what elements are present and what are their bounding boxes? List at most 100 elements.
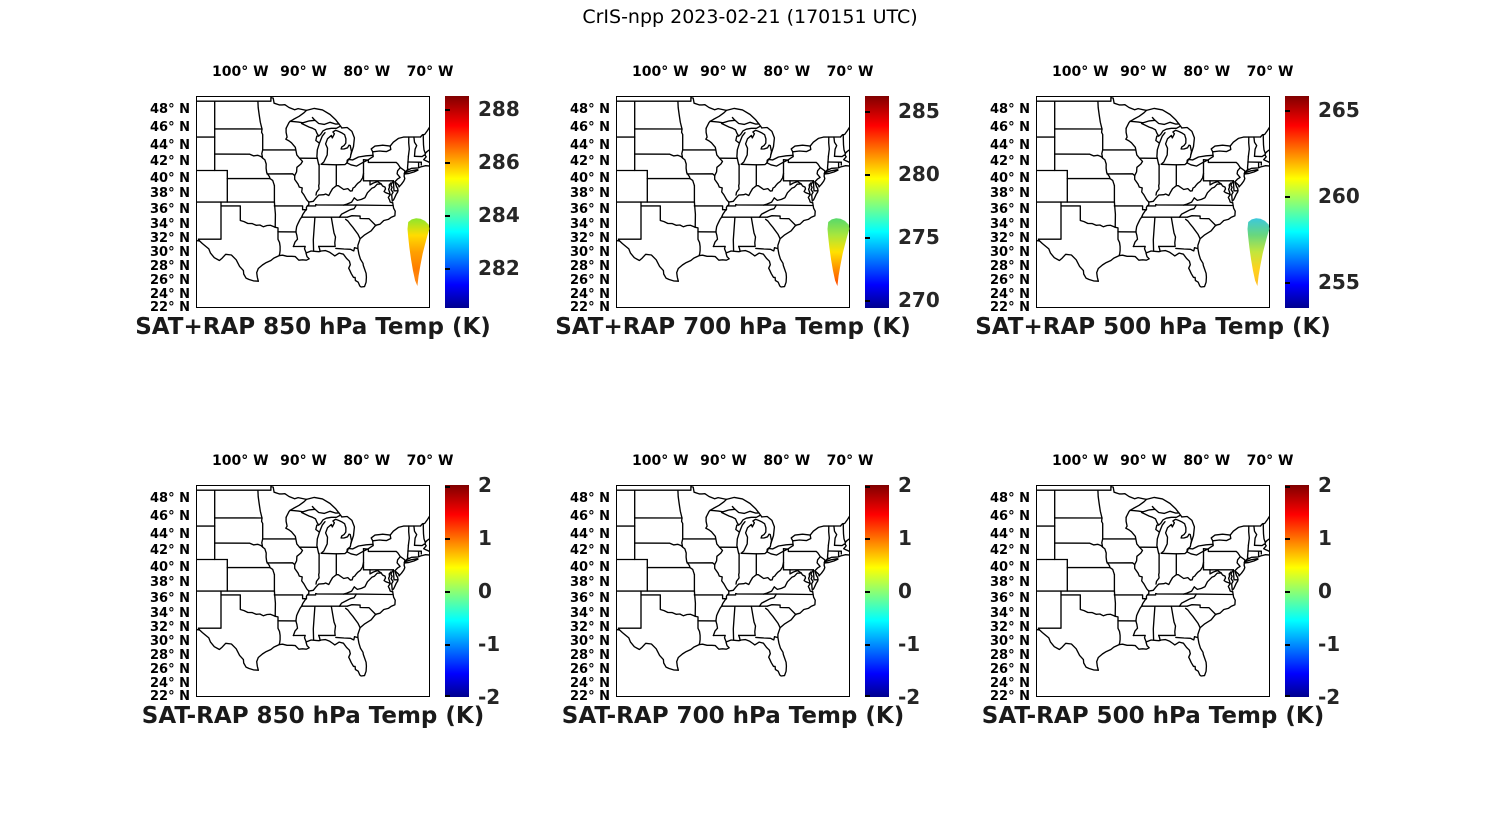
panel-title: SAT-RAP 850 hPa Temp (K) bbox=[141, 703, 485, 729]
colorbar-tick bbox=[1285, 195, 1290, 198]
lat-tick-label: 40° N bbox=[150, 559, 190, 575]
colorbar-tick bbox=[445, 695, 450, 697]
lat-tick-label: 48° N bbox=[990, 102, 1030, 118]
lat-tick-label: 26° N bbox=[570, 273, 610, 289]
lat-tick-label: 48° N bbox=[150, 102, 190, 118]
colorbar-tick-label: 0 bbox=[478, 579, 492, 603]
lat-tick-label: 30° N bbox=[150, 245, 190, 261]
lat-tick-label: 26° N bbox=[990, 273, 1030, 289]
lat-tick-label: 42° N bbox=[150, 154, 190, 170]
figure-title: CrIS-npp 2023-02-21 (170151 UTC) bbox=[582, 6, 918, 28]
lon-tick-label: 90° W bbox=[1120, 453, 1167, 469]
lon-tick-label: 100° W bbox=[631, 453, 689, 469]
lat-tick-label: 32° N bbox=[570, 620, 610, 636]
colorbar-tick bbox=[445, 109, 450, 112]
lat-tick-label: 38° N bbox=[570, 186, 610, 202]
lon-tick-label: 70° W bbox=[826, 453, 874, 469]
lat-tick-label: 46° N bbox=[990, 120, 1030, 136]
colorbar-tick-label: 285 bbox=[898, 99, 940, 124]
lat-tick-label: 22° N bbox=[150, 689, 190, 704]
lat-tick-label: 36° N bbox=[150, 201, 190, 217]
colorbar-tick-label: 0 bbox=[1318, 579, 1332, 603]
lat-tick-label: 42° N bbox=[570, 154, 610, 170]
lat-tick-label: 40° N bbox=[990, 170, 1030, 186]
lat-tick-label: 24° N bbox=[990, 286, 1030, 302]
us-map bbox=[1036, 96, 1270, 308]
lat-tick-label: 30° N bbox=[570, 634, 610, 650]
lat-tick-label: 48° N bbox=[570, 102, 610, 118]
lat-tick-label: 42° N bbox=[990, 543, 1030, 559]
lon-tick-label: 70° W bbox=[1246, 453, 1294, 469]
panel-title: SAT-RAP 700 hPa Temp (K) bbox=[561, 703, 905, 729]
lon-tick-label: 70° W bbox=[406, 453, 454, 469]
panel-title: SAT-RAP 500 hPa Temp (K) bbox=[981, 703, 1325, 729]
lat-tick-label: 46° N bbox=[570, 120, 610, 136]
lon-tick-label: 100° W bbox=[1051, 453, 1109, 469]
colorbar-tick-label: 2 bbox=[478, 473, 492, 497]
colorbar-tick bbox=[445, 268, 450, 271]
colorbar-tick bbox=[1285, 109, 1290, 112]
colorbar-tick bbox=[1285, 282, 1290, 285]
colorbar-tick-label: 282 bbox=[478, 256, 520, 281]
lat-tick-label: 30° N bbox=[150, 634, 190, 650]
lat-tick-label: 24° N bbox=[570, 286, 610, 302]
lat-tick-label: 26° N bbox=[150, 662, 190, 678]
lat-tick-label: 36° N bbox=[570, 590, 610, 606]
lat-tick-label: 44° N bbox=[990, 526, 1030, 542]
lat-tick-label: 40° N bbox=[570, 170, 610, 186]
colorbar-tick-label: 275 bbox=[898, 225, 940, 250]
lat-tick-label: 40° N bbox=[990, 559, 1030, 575]
lon-tick-label: 90° W bbox=[1120, 64, 1167, 80]
lat-tick-label: 46° N bbox=[570, 509, 610, 525]
us-map bbox=[616, 485, 850, 697]
colorbar-tick-label: 288 bbox=[478, 97, 520, 122]
lon-tick-label: 70° W bbox=[1246, 64, 1294, 80]
lat-tick-label: 22° N bbox=[150, 300, 190, 315]
colorbar-tick bbox=[865, 538, 870, 540]
colorbar-tick bbox=[865, 644, 870, 646]
lat-tick-label: 40° N bbox=[570, 559, 610, 575]
lat-tick-label: 28° N bbox=[990, 259, 1030, 275]
lat-tick-label: 28° N bbox=[150, 648, 190, 664]
lat-tick-label: 42° N bbox=[150, 543, 190, 559]
colorbar-tick-label: 280 bbox=[898, 162, 940, 187]
colorbar bbox=[865, 96, 889, 308]
lat-tick-label: 34° N bbox=[150, 216, 190, 232]
lon-tick-label: 100° W bbox=[211, 453, 269, 469]
colorbar-tick bbox=[445, 486, 450, 488]
lat-tick-label: 38° N bbox=[570, 575, 610, 591]
lat-tick-label: 46° N bbox=[150, 509, 190, 525]
panel-title: SAT+RAP 500 hPa Temp (K) bbox=[975, 314, 1331, 340]
colorbar-tick bbox=[865, 486, 870, 488]
lat-tick-label: 44° N bbox=[570, 137, 610, 153]
colorbar-tick bbox=[865, 174, 870, 177]
lat-tick-label: 34° N bbox=[990, 216, 1030, 232]
lat-tick-label: 30° N bbox=[990, 245, 1030, 261]
lat-tick-label: 24° N bbox=[570, 675, 610, 691]
lon-tick-label: 90° W bbox=[700, 64, 747, 80]
colorbar-tick-label: 1 bbox=[898, 526, 912, 550]
lon-tick-label: 100° W bbox=[211, 64, 269, 80]
lon-tick-label: 100° W bbox=[631, 64, 689, 80]
colorbar-tick bbox=[445, 215, 450, 218]
lat-tick-label: 44° N bbox=[150, 526, 190, 542]
lon-tick-label: 80° W bbox=[763, 64, 811, 80]
lat-tick-label: 24° N bbox=[150, 286, 190, 302]
colorbar-tick-label: 0 bbox=[898, 579, 912, 603]
lat-tick-label: 36° N bbox=[150, 590, 190, 606]
colorbar-tick bbox=[1285, 644, 1290, 646]
lat-tick-label: 34° N bbox=[570, 216, 610, 232]
satellite-swath bbox=[407, 218, 430, 286]
colorbar-tick-label: 265 bbox=[1318, 97, 1360, 122]
lon-tick-label: 90° W bbox=[700, 453, 747, 469]
colorbar-tick bbox=[865, 591, 870, 593]
colorbar-tick-label: 2 bbox=[1318, 473, 1332, 497]
lat-tick-label: 22° N bbox=[570, 300, 610, 315]
lat-tick-label: 46° N bbox=[150, 120, 190, 136]
lat-tick-label: 22° N bbox=[990, 689, 1030, 704]
lat-tick-label: 38° N bbox=[150, 575, 190, 591]
us-map bbox=[196, 96, 430, 308]
lat-tick-label: 32° N bbox=[150, 620, 190, 636]
lat-tick-label: 24° N bbox=[990, 675, 1030, 691]
